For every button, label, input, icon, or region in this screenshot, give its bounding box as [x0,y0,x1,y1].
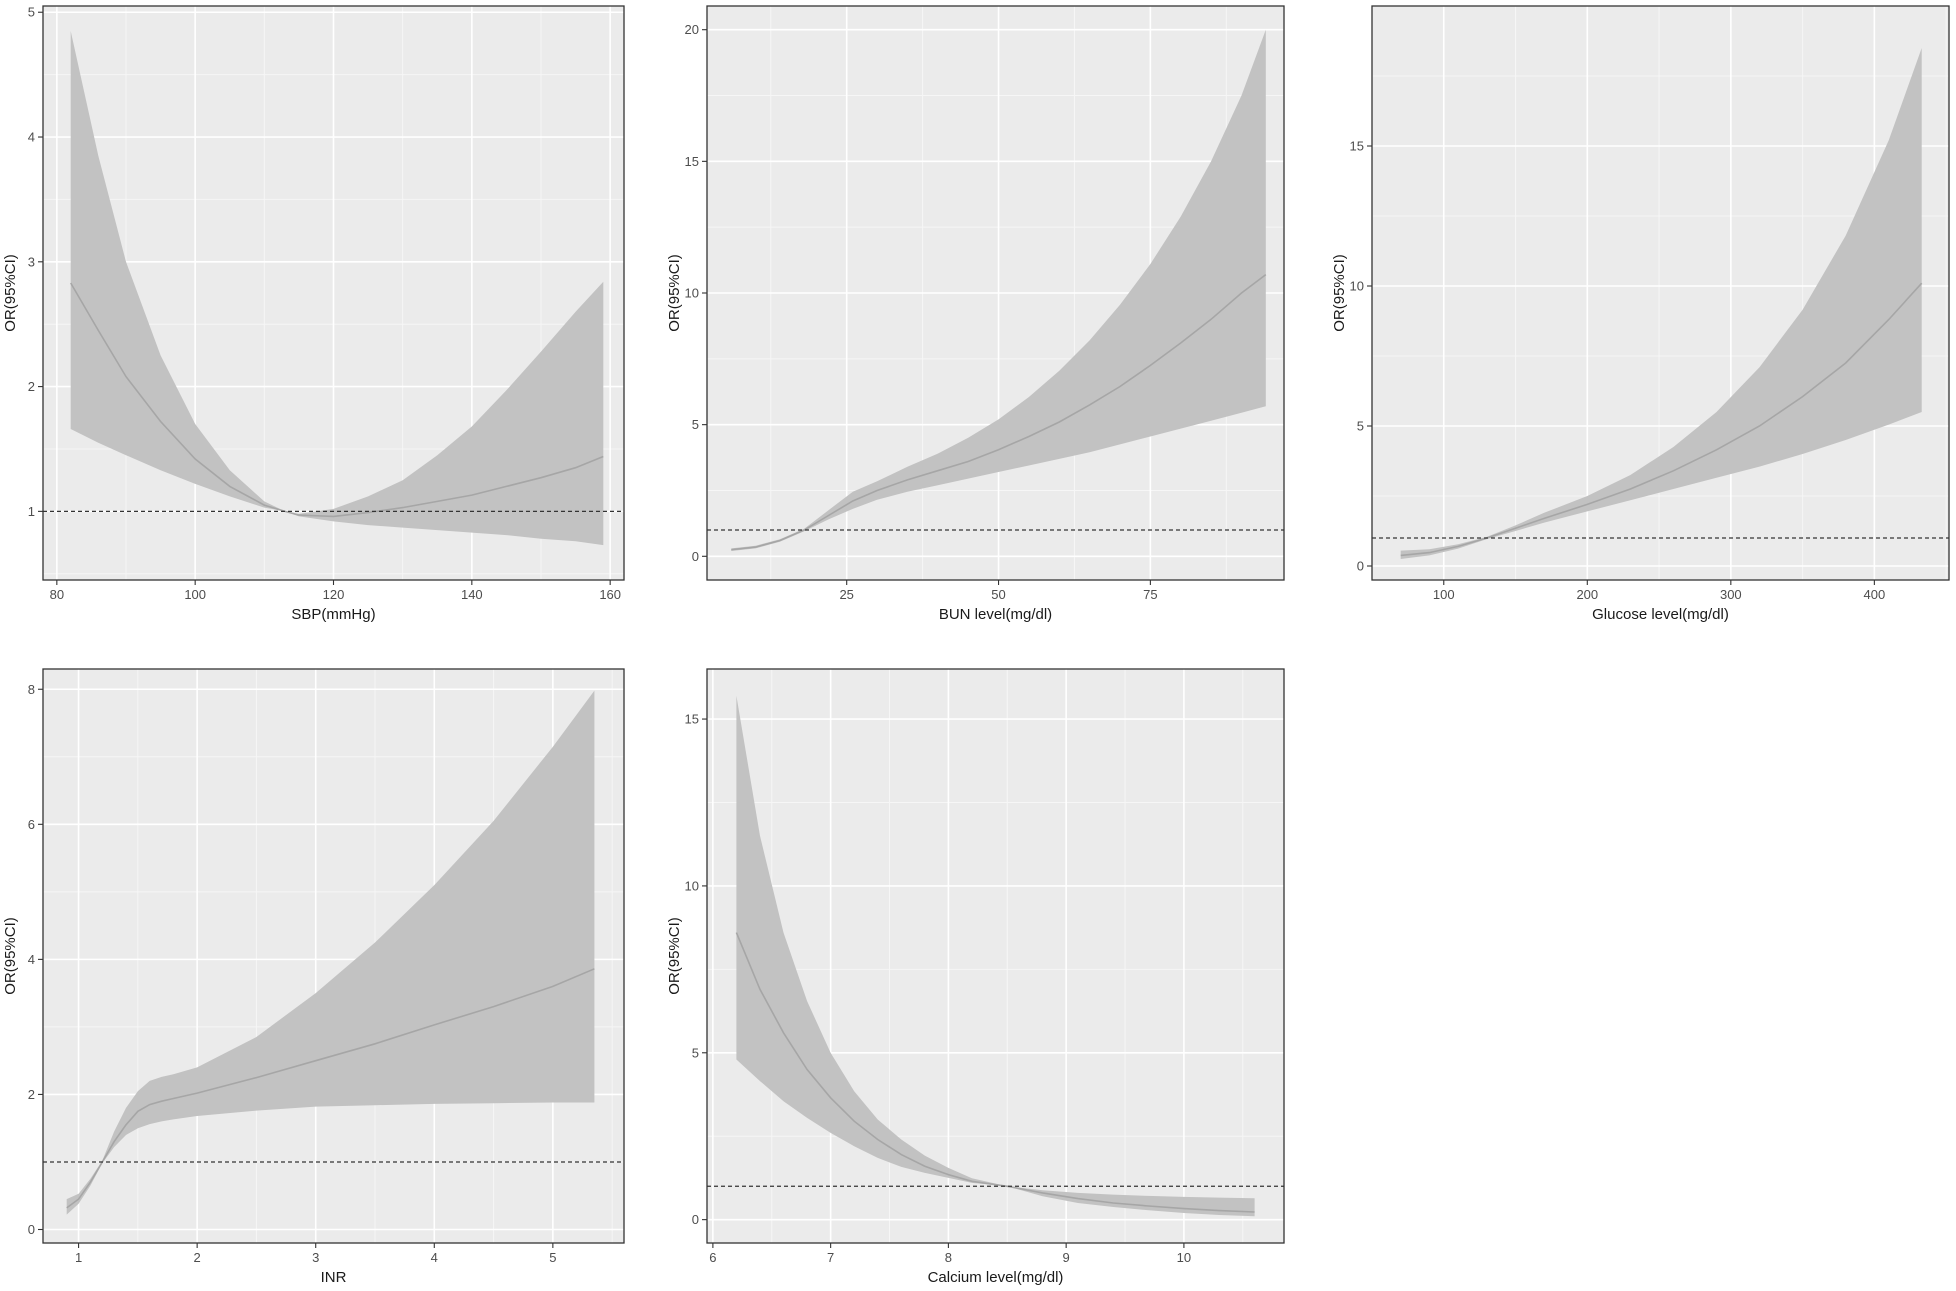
chart-1-confidence-band [70,31,604,546]
chart-1-x-tick-label: 100 [184,587,206,602]
chart-3-x-tick-label: 300 [1720,587,1742,602]
chart-1-x-tick-label: 160 [599,587,621,602]
chart-3-y-tick-label: 10 [1350,279,1364,294]
chart-2-x-tick-label: 25 [839,587,853,602]
chart-1-y-tick-label: 5 [28,5,35,20]
chart-1-x-tick-label: 140 [461,587,483,602]
chart-3-confidence-band [1400,48,1922,559]
chart-2-y-tick-label: 0 [692,549,699,564]
chart-4-x-tick-label: 1 [75,1250,82,1265]
chart-4-x-axis-title: INR [321,1269,347,1286]
chart-2-x-tick-label: 50 [991,587,1005,602]
chart-5-plot-background [707,669,1284,1243]
chart-4-x-tick-label: 3 [312,1250,319,1265]
chart-5-x-tick-label: 6 [709,1250,716,1265]
chart-2-y-tick-label: 5 [692,417,699,432]
chart-2-x-axis-title: BUN level(mg/dl) [939,606,1052,623]
chart-2-y-tick-label: 10 [685,286,699,301]
chart-3-x-axis-title: Glucose level(mg/dl) [1592,606,1729,623]
chart-5-y-tick-label: 10 [685,878,699,893]
chart-4-group: 1 2 3 4 5 0 2 4 6 8 INR OR(95%CI) [2,668,625,1286]
chart-4-y-axis-title: OR(95%CI) [2,917,19,995]
chart-1-y-tick-label: 3 [28,254,35,269]
chart-2-y-axis-title: OR(95%CI) [666,254,683,332]
chart-3-y-tick-label: 15 [1350,139,1364,154]
chart-4-y-tick-label: 0 [28,1222,35,1237]
chart-1-group: 80 100 120 140 160 1 2 3 4 5 SBP(mmHg) OR(95%CI) [2,5,625,623]
chart-1-x-tick-label: 80 [50,587,64,602]
chart-4-panel-border [42,668,625,1244]
chart-2-confidence-band [731,29,1266,551]
chart-5-group: 6 7 8 9 10 0 5 10 15 Calcium level(mg/dl) OR(95%CI… [666,668,1285,1286]
chart-2-group: 25 50 75 0 5 10 15 20 BUN level(mg/dl) OR(95%CI) [666,5,1285,623]
chart-5-x-tick-label: 8 [945,1250,952,1265]
chart-1-y-axis-title: OR(95%CI) [2,254,19,332]
chart-3-x-tick-label: 100 [1433,587,1455,602]
chart-2-y-tick-label: 15 [685,154,699,169]
chart-3-panel-border [1371,5,1950,581]
chart-5-x-tick-label: 9 [1063,1250,1070,1265]
chart-4-y-tick-label: 4 [28,952,35,967]
chart-1-x-axis-title: SBP(mmHg) [291,606,375,623]
chart-4-x-tick-label: 4 [431,1250,438,1265]
chart-2-fitted-curve [731,273,1267,551]
chart-5-y-tick-label: 5 [692,1045,699,1060]
chart-2-y-tick-label: 20 [685,22,699,37]
chart-3-y-axis-title: OR(95%CI) [1331,254,1348,332]
chart-5-panel-border [706,668,1285,1244]
chart-1-y-tick-label: 2 [28,379,35,394]
chart-3-fitted-curve [1400,282,1923,557]
chart-1-y-tick-label: 1 [28,504,35,519]
chart-5-y-axis-title: OR(95%CI) [666,917,683,995]
chart-4-x-tick-label: 2 [194,1250,201,1265]
chart-4-confidence-band [66,690,595,1215]
chart-4-fitted-curve [66,968,595,1209]
chart-4-x-tick-label: 5 [549,1250,556,1265]
chart-5-x-tick-label: 10 [1177,1250,1191,1265]
chart-5-y-tick-label: 0 [692,1212,699,1227]
chart-3-y-tick-label: 0 [1357,559,1364,574]
chart-2-x-tick-label: 75 [1143,587,1157,602]
chart-4-y-tick-label: 6 [28,817,35,832]
chart-1-y-tick-label: 4 [28,130,35,145]
chart-5-x-axis-title: Calcium level(mg/dl) [928,1269,1064,1286]
chart-3-group: 100 200 300 400 0 5 10 15 Glucose level(mg/dl) OR… [1331,5,1950,623]
chart-5-y-tick-label: 15 [685,712,699,727]
chart-5-fitted-curve [735,932,1255,1213]
chart-4-y-tick-label: 8 [28,682,35,697]
chart-5-x-tick-label: 7 [827,1250,834,1265]
chart-3-y-tick-label: 5 [1357,419,1364,434]
chart-3-x-tick-label: 400 [1864,587,1886,602]
chart-4-y-tick-label: 2 [28,1087,35,1102]
chart-1-fitted-curve [70,282,604,518]
chart-1-x-tick-label: 120 [323,587,345,602]
chart-3-x-tick-label: 200 [1576,587,1598,602]
